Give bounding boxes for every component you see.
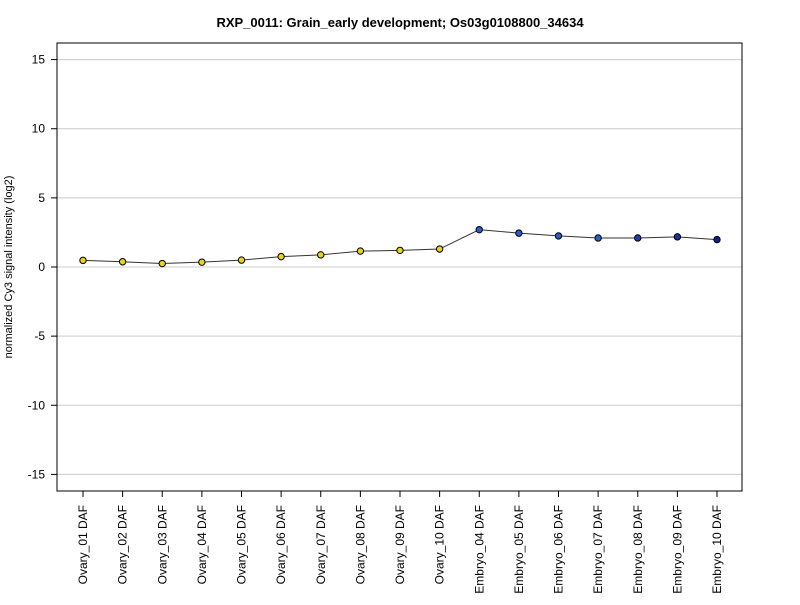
x-tick-label: Ovary_02 DAF (116, 505, 130, 584)
data-point (435, 245, 444, 253)
x-tick-label: Embryo_05 DAF (512, 505, 526, 594)
x-tick-label: Ovary_05 DAF (235, 505, 249, 584)
data-point (713, 235, 721, 244)
y-axis: -15 -10 -5 0 5 10 15 (28, 53, 57, 481)
x-tick-label: Ovary_08 DAF (353, 505, 367, 584)
x-tick-label: Ovary_04 DAF (195, 505, 209, 584)
data-point (237, 256, 246, 264)
y-tick-label: -15 (28, 467, 46, 481)
x-tick-label: Ovary_03 DAF (155, 505, 169, 584)
x-tick-label: Ovary_07 DAF (314, 505, 328, 584)
data-point (475, 225, 483, 234)
data-point (198, 258, 206, 266)
y-tick-label: 10 (32, 122, 46, 136)
y-tick-label: 0 (38, 260, 45, 274)
x-tick-label: Embryo_08 DAF (631, 505, 645, 594)
data-point (356, 247, 365, 255)
x-tick-label: Ovary_09 DAF (393, 505, 407, 584)
x-tick-label: Embryo_09 DAF (670, 505, 684, 594)
data-point (118, 258, 127, 266)
x-tick-label: Embryo_06 DAF (552, 505, 566, 594)
data-point (317, 251, 325, 259)
data-point (594, 234, 602, 242)
y-tick-label: -10 (28, 398, 46, 412)
data-point (79, 256, 87, 265)
x-tick-label: Ovary_06 DAF (274, 505, 288, 584)
y-tick-label: 15 (32, 53, 46, 67)
data-points (79, 225, 721, 268)
data-point (515, 229, 523, 237)
data-point (396, 246, 404, 255)
data-point (634, 234, 642, 242)
y-tick-label: 5 (38, 191, 45, 205)
chart-title: RXP_0011: Grain_early development; Os03g… (216, 15, 584, 30)
x-tick-label: Ovary_10 DAF (433, 505, 447, 584)
data-point (158, 259, 166, 268)
grid (57, 59, 742, 475)
x-tick-label: Embryo_04 DAF (472, 505, 486, 594)
data-point (277, 252, 285, 261)
x-tick-label: Embryo_07 DAF (591, 505, 605, 594)
y-axis-label: normalized Cy3 signal intensity (log2) (3, 176, 15, 359)
y-tick-label: -5 (34, 329, 45, 343)
x-axis: Ovary_01 DAF Ovary_02 DAF Ovary_03 DAF Ovar… (76, 491, 724, 594)
x-tick-label: Embryo_10 DAF (710, 505, 724, 594)
x-tick-label: Ovary_01 DAF (76, 505, 90, 584)
data-point (673, 233, 682, 241)
series-line (82, 229, 718, 265)
data-point (554, 232, 563, 240)
